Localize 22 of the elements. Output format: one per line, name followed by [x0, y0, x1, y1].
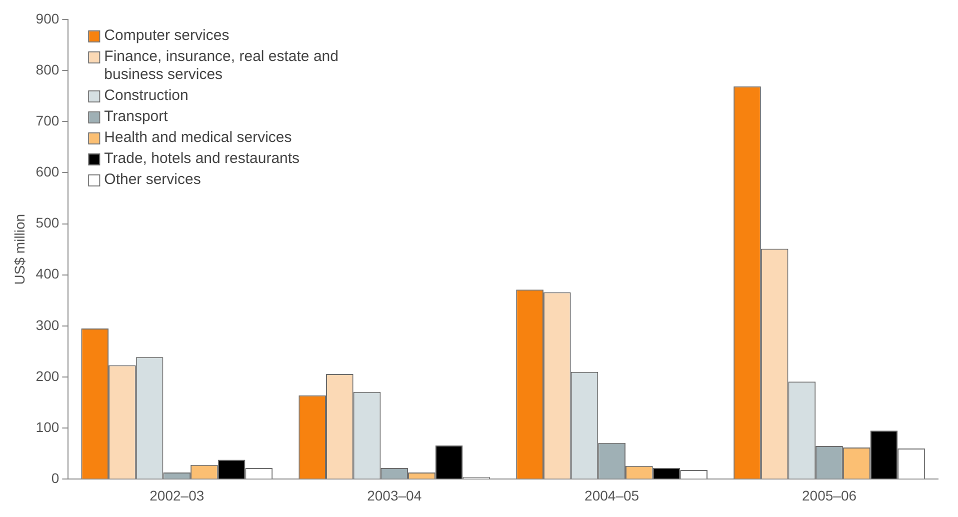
legend-label: Health and medical services	[104, 129, 292, 146]
x-tick-label: 2004–05	[584, 487, 640, 504]
legend-label: Finance, insurance, real estate and business services	[104, 48, 338, 84]
x-tick-label: 2005–06	[802, 487, 857, 504]
y-tick-label: 100	[36, 418, 60, 435]
y-tick-label: 600	[36, 164, 60, 180]
y-tick-label: 200	[36, 368, 60, 384]
y-tick-label: 0	[51, 470, 60, 486]
y-tick-label: 700	[36, 112, 60, 128]
y-tick-label: 900	[36, 10, 60, 26]
legend-label: Trade, hotels and restaurants	[104, 150, 300, 168]
legend-label: Other services	[104, 171, 201, 188]
legend-label: Construction	[104, 87, 188, 104]
y-tick-label: 800	[36, 61, 60, 78]
y-tick-label: 500	[36, 214, 60, 231]
y-tick-label: 400	[36, 266, 60, 282]
y-axis-title: US$ million	[11, 214, 28, 285]
legend-label: Computer services	[104, 27, 230, 44]
x-tick-label: 2003–04	[367, 487, 422, 504]
y-tick-label: 300	[36, 316, 60, 333]
x-tick-label: 2002–03	[150, 487, 204, 504]
legend-label: Transport	[104, 108, 169, 126]
